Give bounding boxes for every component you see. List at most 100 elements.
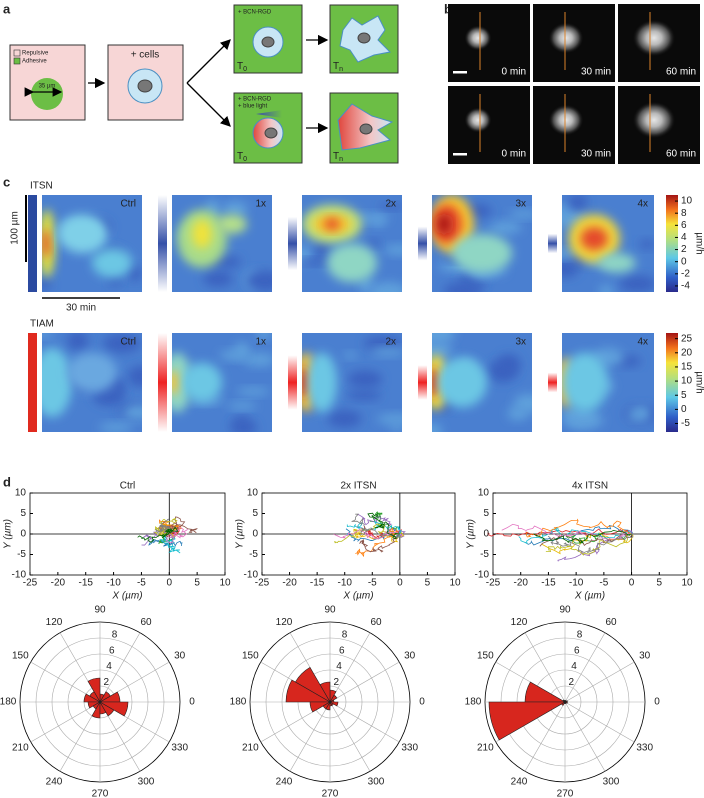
heatmap-texture <box>432 423 443 432</box>
heatmap-texture <box>366 239 380 248</box>
theta-tick-label: 210 <box>242 743 259 754</box>
y-tick-label: 10 <box>15 488 27 499</box>
y-tick-label: -10 <box>475 570 490 581</box>
colorbar <box>666 195 678 292</box>
colorbar-tick-label: 0 <box>681 404 687 415</box>
x-tick-label: -5 <box>599 578 608 589</box>
theta-tick-label: 30 <box>174 651 186 662</box>
heatmap-texture <box>316 240 330 259</box>
trajectory <box>539 533 632 547</box>
x-tick-label: 10 <box>681 578 693 589</box>
heatmap-texture <box>343 352 357 359</box>
cell-signal <box>632 101 676 139</box>
heatmap-texture <box>507 406 529 421</box>
heatmap-texture <box>432 333 455 344</box>
theta-tick-label: 150 <box>12 651 29 662</box>
heatmap-blob <box>172 370 180 395</box>
trajectory <box>155 518 173 535</box>
heatmap-texture <box>346 390 382 401</box>
trajectory <box>547 533 634 554</box>
theta-tick-label: 60 <box>370 617 382 628</box>
y-tick-label: 10 <box>247 488 259 499</box>
heatmap-blob <box>67 352 117 393</box>
heatmap-texture <box>347 370 383 389</box>
heatmap <box>42 333 142 432</box>
heatmap-texture <box>371 347 402 357</box>
y-tick-label: 5 <box>483 508 489 519</box>
heatmap-texture <box>327 409 362 428</box>
heatmap-blob <box>307 352 337 413</box>
x-axis-label: X (µm) <box>111 591 142 602</box>
polar-spoke <box>329 661 400 703</box>
colorbar-tick-label: -2 <box>681 268 690 279</box>
x-tick-label: -25 <box>486 578 501 589</box>
time-label: 30 min <box>581 149 611 160</box>
condition-label: 4x <box>637 199 648 210</box>
polar-spoke <box>30 701 101 743</box>
theta-tick-label: 330 <box>636 743 653 754</box>
panel-label: a <box>3 1 11 16</box>
t: T <box>237 61 243 72</box>
rose-bar <box>488 701 567 741</box>
heatmap-blob <box>327 243 377 283</box>
y-axis-label: Y (µm) <box>3 519 14 549</box>
t: T <box>333 151 339 162</box>
heatmap-blob <box>432 367 439 398</box>
heatmap-texture <box>98 422 133 432</box>
scale-bar <box>453 153 467 156</box>
light-bar <box>548 233 557 254</box>
heatmap-texture <box>632 406 651 422</box>
condition-label: Ctrl <box>120 337 136 348</box>
heatmap-texture <box>256 333 272 340</box>
rose-bar <box>98 701 129 717</box>
rose-bar <box>325 700 331 711</box>
heatmap <box>432 195 532 292</box>
theta-tick-label: 210 <box>477 743 494 754</box>
condition-label: 1x <box>255 199 266 210</box>
theta-tick-label: 210 <box>12 743 29 754</box>
t-sub: n <box>339 156 343 163</box>
theta-tick-label: 60 <box>140 617 152 628</box>
y-tick-label: 0 <box>252 529 258 540</box>
x-tick-label: -15 <box>78 578 93 589</box>
panel-d: -25 -20 -15 -10 -5 0 5 10 -10 -5 0 5 10 Ctrl X (µm) Y (… <box>0 481 693 798</box>
polar-spoke <box>564 661 635 703</box>
time-label: 0 min <box>502 67 526 78</box>
heatmap-texture <box>432 341 452 360</box>
trajectory <box>357 513 406 538</box>
colorbar-tick-label: 10 <box>681 196 693 207</box>
colorbar-tick-label: 6 <box>681 220 687 231</box>
rose-bar <box>99 691 111 703</box>
nucleus <box>261 36 275 48</box>
x-tick-label: 5 <box>194 578 200 589</box>
cell-signal <box>632 19 676 57</box>
x-tick-label: 5 <box>657 578 663 589</box>
heatmap-blob <box>182 362 222 403</box>
theta-tick-label: 120 <box>276 617 293 628</box>
trajectory <box>355 527 400 558</box>
light-label: + blue light <box>238 104 268 110</box>
theta-tick-label: 300 <box>603 776 620 787</box>
r-tick-label: 8 <box>342 630 348 641</box>
heatmap-texture <box>497 354 521 375</box>
colorbar-tick-label: 15 <box>681 362 693 373</box>
theta-tick-label: 150 <box>242 651 259 662</box>
cell-signal <box>548 104 584 136</box>
x-tick-label: -10 <box>337 578 352 589</box>
medium-label: + BCN-RGD <box>238 97 272 103</box>
polar-spoke <box>99 632 141 703</box>
t: T <box>237 151 243 162</box>
size-label: 35 µm <box>39 84 56 90</box>
theta-tick-label: 30 <box>404 651 416 662</box>
legend-swatch <box>13 49 21 57</box>
r-tick-label: 6 <box>574 645 580 656</box>
r-tick-label: 6 <box>109 645 115 656</box>
time-label: 60 min <box>666 149 696 160</box>
y-axis-label: Y (µm) <box>235 519 246 549</box>
trajectory <box>487 528 632 537</box>
theta-tick-label: 240 <box>46 776 63 787</box>
t-sub: n <box>339 66 343 73</box>
heatmap-texture <box>103 333 141 353</box>
heatmap-blob <box>42 347 72 418</box>
light-bar <box>158 333 167 432</box>
